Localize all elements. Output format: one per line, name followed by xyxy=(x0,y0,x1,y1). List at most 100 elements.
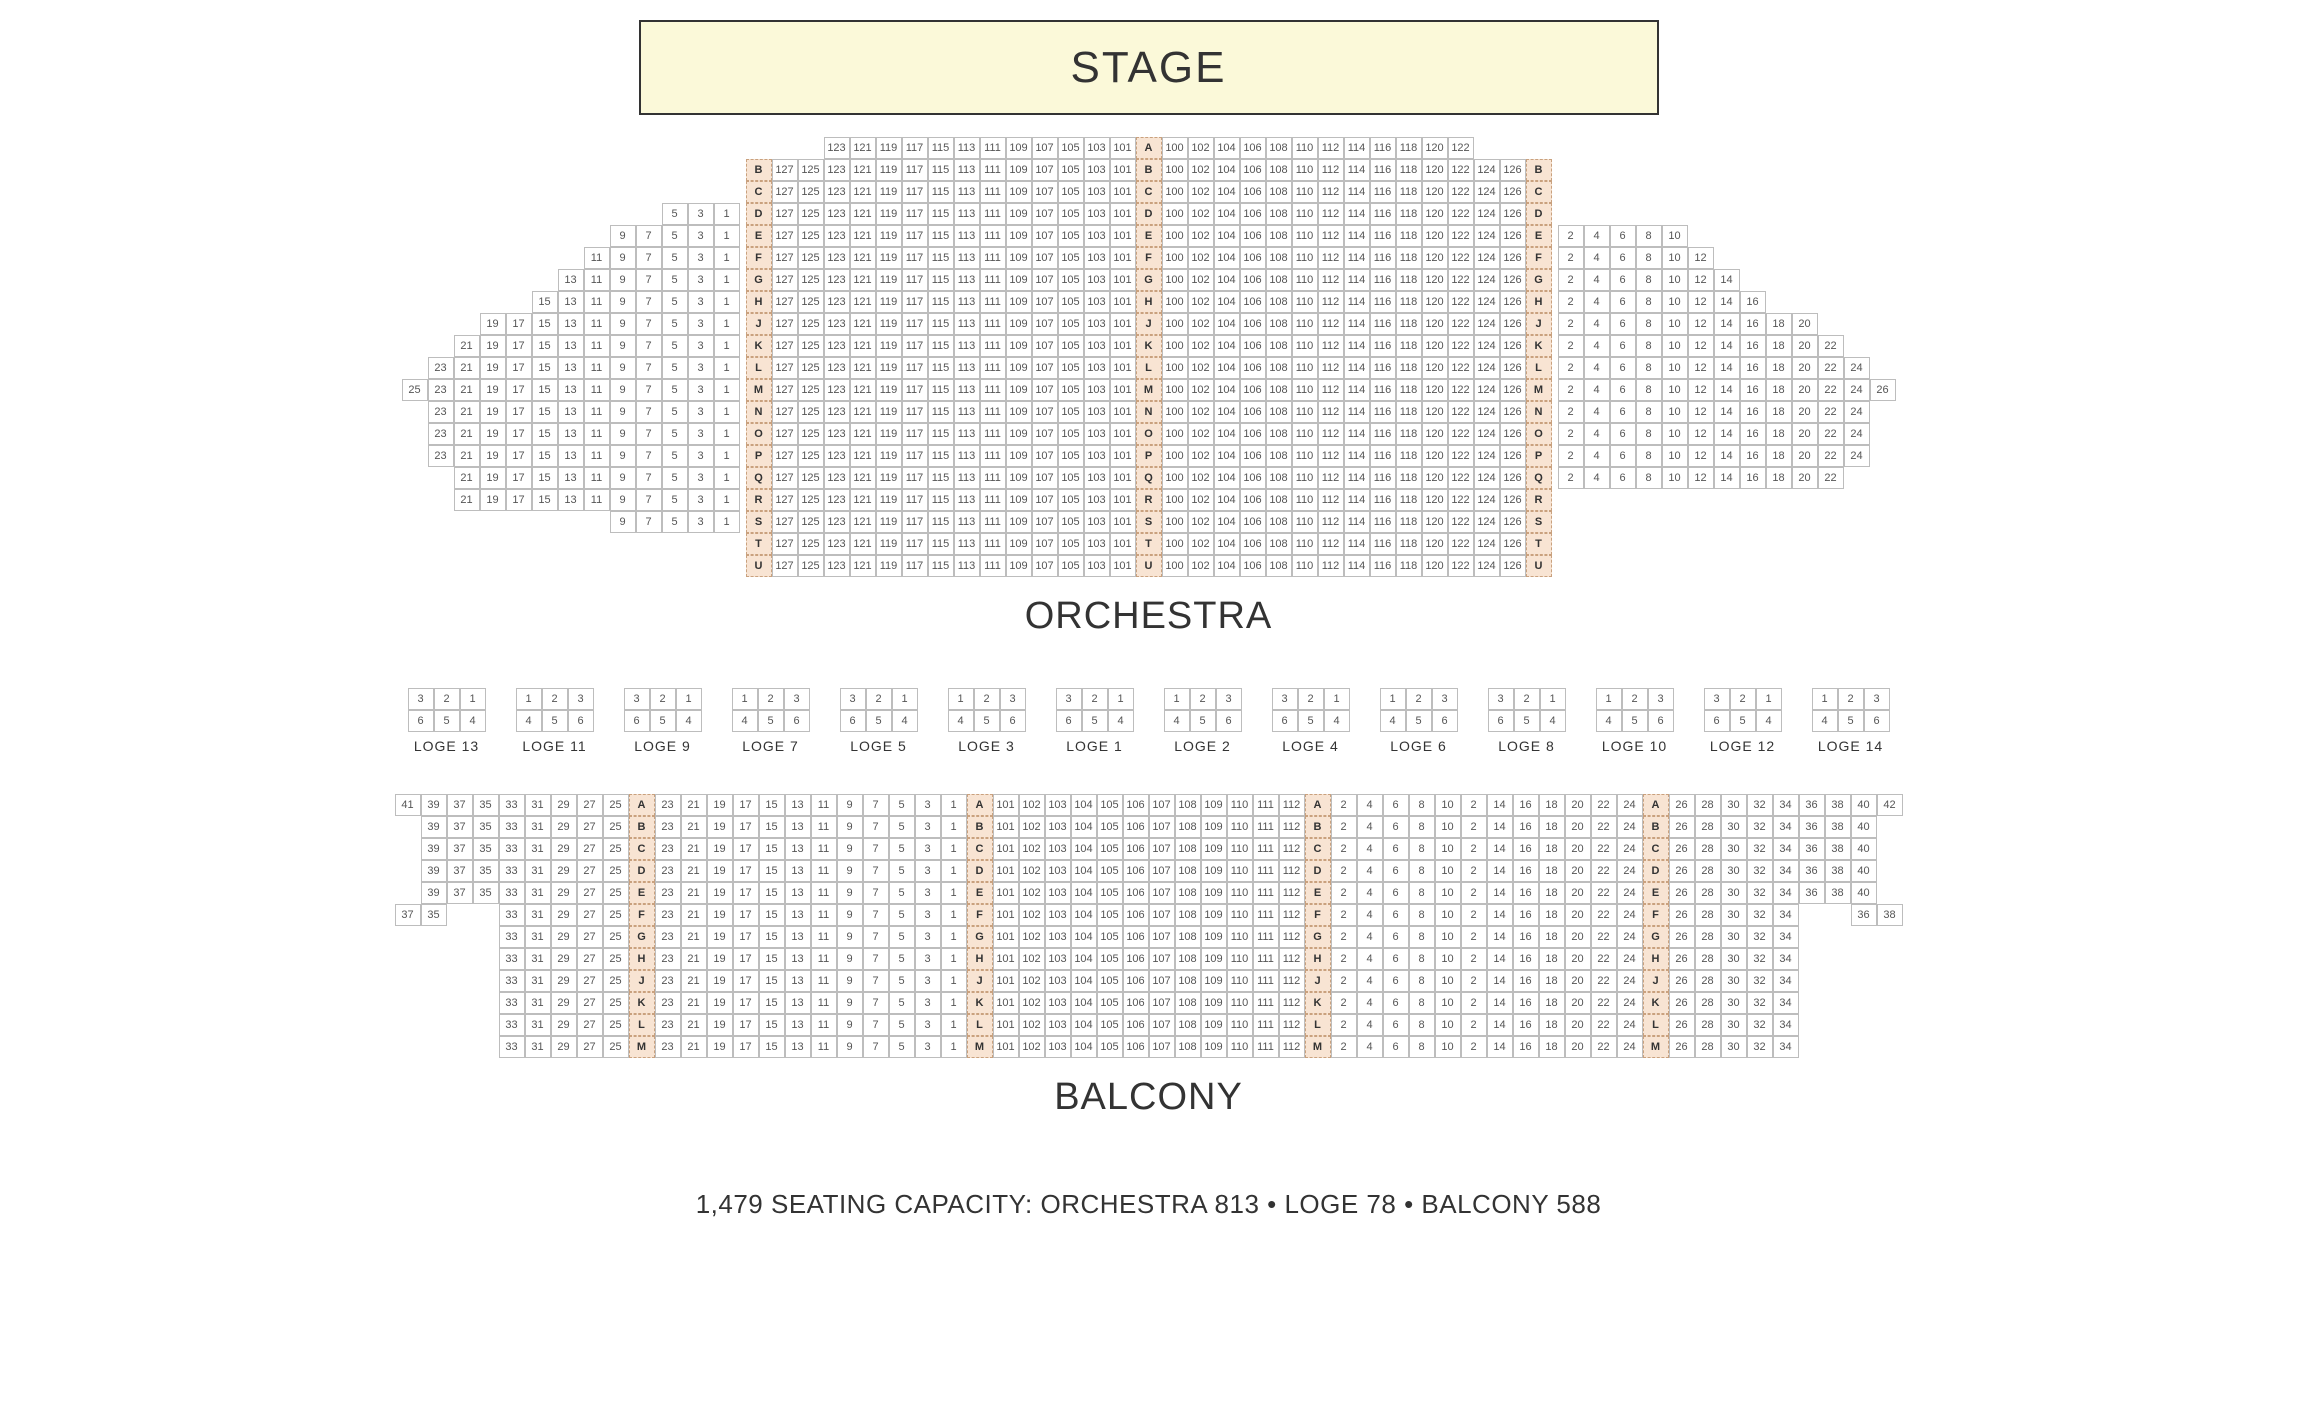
orch-seat[interactable]: 2 xyxy=(1558,379,1584,401)
balc-seat[interactable]: 32 xyxy=(1747,926,1773,948)
balc-seat[interactable]: 17 xyxy=(733,992,759,1014)
balc-seat[interactable]: 35 xyxy=(473,882,499,904)
balc-seat[interactable]: 110 xyxy=(1227,816,1253,838)
orch-seat[interactable]: 112 xyxy=(1318,203,1344,225)
orch-seat[interactable]: 112 xyxy=(1318,159,1344,181)
balc-seat[interactable]: 112 xyxy=(1279,904,1305,926)
orch-seat[interactable]: 110 xyxy=(1292,489,1318,511)
row-label[interactable]: D xyxy=(746,203,772,225)
orch-seat[interactable]: 17 xyxy=(506,313,532,335)
orch-seat[interactable]: 9 xyxy=(610,379,636,401)
balc-seat[interactable]: 15 xyxy=(759,992,785,1014)
orch-seat[interactable]: 122 xyxy=(1448,533,1474,555)
orch-seat[interactable]: 106 xyxy=(1240,555,1266,577)
orch-seat[interactable]: 110 xyxy=(1292,423,1318,445)
orch-seat[interactable]: 104 xyxy=(1214,269,1240,291)
loge-seat[interactable]: 6 xyxy=(624,710,650,732)
balc-seat[interactable]: 110 xyxy=(1227,838,1253,860)
orch-seat[interactable]: 8 xyxy=(1636,313,1662,335)
balc-seat[interactable]: 8 xyxy=(1409,882,1435,904)
orch-seat[interactable]: 110 xyxy=(1292,555,1318,577)
orch-seat[interactable]: 7 xyxy=(636,225,662,247)
balc-seat[interactable]: 105 xyxy=(1097,1036,1123,1058)
balc-seat[interactable]: 6 xyxy=(1383,970,1409,992)
orch-seat[interactable]: 112 xyxy=(1318,489,1344,511)
balc-seat[interactable]: 2 xyxy=(1331,904,1357,926)
balc-seat[interactable]: 21 xyxy=(681,948,707,970)
balc-seat[interactable]: 15 xyxy=(759,838,785,860)
orch-seat[interactable]: 111 xyxy=(980,291,1006,313)
orch-seat[interactable]: 113 xyxy=(954,313,980,335)
orch-seat[interactable]: 1 xyxy=(714,357,740,379)
loge-seat[interactable]: 3 xyxy=(1216,688,1242,710)
balc-seat[interactable]: 8 xyxy=(1409,860,1435,882)
orch-seat[interactable]: 3 xyxy=(688,203,714,225)
balc-seat[interactable]: 20 xyxy=(1565,904,1591,926)
orch-seat[interactable]: 126 xyxy=(1500,159,1526,181)
orch-seat[interactable]: 121 xyxy=(850,225,876,247)
orch-seat[interactable]: 112 xyxy=(1318,313,1344,335)
orch-seat[interactable]: 110 xyxy=(1292,159,1318,181)
orch-seat[interactable]: 115 xyxy=(928,445,954,467)
balc-seat[interactable]: 27 xyxy=(577,1036,603,1058)
balc-seat[interactable]: 29 xyxy=(551,992,577,1014)
orch-seat[interactable]: 11 xyxy=(584,313,610,335)
balc-seat[interactable]: 2 xyxy=(1331,838,1357,860)
orch-seat[interactable]: 104 xyxy=(1214,467,1240,489)
orch-seat[interactable]: 11 xyxy=(584,357,610,379)
orch-seat[interactable]: 126 xyxy=(1500,467,1526,489)
orch-seat[interactable]: 109 xyxy=(1006,511,1032,533)
balc-seat[interactable]: 107 xyxy=(1149,904,1175,926)
balc-seat[interactable]: 28 xyxy=(1695,794,1721,816)
orch-seat[interactable]: 105 xyxy=(1058,423,1084,445)
balc-seat[interactable]: 13 xyxy=(785,816,811,838)
loge-seat[interactable]: 1 xyxy=(732,688,758,710)
orch-seat[interactable]: 114 xyxy=(1344,203,1370,225)
balc-seat[interactable]: 22 xyxy=(1591,838,1617,860)
orch-seat[interactable]: 120 xyxy=(1422,533,1448,555)
orch-seat[interactable]: 21 xyxy=(454,357,480,379)
orch-seat[interactable]: 105 xyxy=(1058,269,1084,291)
orch-seat[interactable]: 100 xyxy=(1162,181,1188,203)
balc-seat[interactable]: 23 xyxy=(655,992,681,1014)
row-label[interactable]: N xyxy=(746,401,772,423)
balc-seat[interactable]: 30 xyxy=(1721,1036,1747,1058)
balc-seat[interactable]: 108 xyxy=(1175,904,1201,926)
orch-seat[interactable]: 109 xyxy=(1006,379,1032,401)
balc-seat[interactable]: 108 xyxy=(1175,1014,1201,1036)
balc-seat[interactable]: 103 xyxy=(1045,904,1071,926)
balc-seat[interactable]: 105 xyxy=(1097,992,1123,1014)
orch-seat[interactable]: 9 xyxy=(610,489,636,511)
balc-seat[interactable]: 19 xyxy=(707,794,733,816)
orch-seat[interactable]: 22 xyxy=(1818,379,1844,401)
orch-seat[interactable]: 23 xyxy=(428,357,454,379)
orch-seat[interactable]: 5 xyxy=(662,401,688,423)
loge-seat[interactable]: 3 xyxy=(1056,688,1082,710)
orch-seat[interactable]: 112 xyxy=(1318,379,1344,401)
balc-seat[interactable]: 106 xyxy=(1123,860,1149,882)
orch-seat[interactable]: 119 xyxy=(876,247,902,269)
orch-seat[interactable]: 111 xyxy=(980,159,1006,181)
balc-seat[interactable]: 24 xyxy=(1617,948,1643,970)
orch-seat[interactable]: 118 xyxy=(1396,511,1422,533)
orch-seat[interactable]: 106 xyxy=(1240,511,1266,533)
orch-seat[interactable]: 107 xyxy=(1032,445,1058,467)
row-label[interactable]: B xyxy=(1305,816,1331,838)
orch-seat[interactable]: 101 xyxy=(1110,291,1136,313)
balc-seat[interactable]: 14 xyxy=(1487,1014,1513,1036)
orch-seat[interactable]: 2 xyxy=(1558,401,1584,423)
orch-seat[interactable]: 6 xyxy=(1610,445,1636,467)
orch-seat[interactable]: 112 xyxy=(1318,247,1344,269)
orch-seat[interactable]: 21 xyxy=(454,423,480,445)
balc-seat[interactable]: 6 xyxy=(1383,838,1409,860)
orch-seat[interactable]: 1 xyxy=(714,423,740,445)
balc-seat[interactable]: 109 xyxy=(1201,948,1227,970)
balc-seat[interactable]: 106 xyxy=(1123,904,1149,926)
balc-seat[interactable]: 111 xyxy=(1253,1036,1279,1058)
balc-seat[interactable]: 9 xyxy=(837,860,863,882)
orch-seat[interactable]: 119 xyxy=(876,533,902,555)
orch-seat[interactable]: 4 xyxy=(1584,269,1610,291)
orch-seat[interactable]: 15 xyxy=(532,423,558,445)
balc-seat[interactable]: 33 xyxy=(499,970,525,992)
loge-seat[interactable]: 1 xyxy=(948,688,974,710)
